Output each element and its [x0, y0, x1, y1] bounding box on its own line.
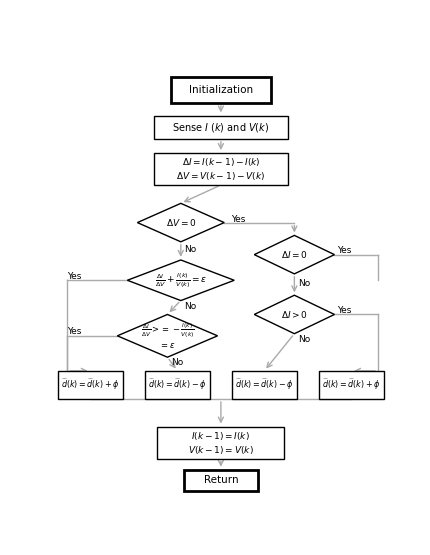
- Text: No: No: [184, 302, 196, 311]
- Text: $\frac{\Delta I}{\Delta V} + \frac{I(k)}{V(k)} = \varepsilon$: $\frac{\Delta I}{\Delta V} + \frac{I(k)}…: [154, 271, 206, 290]
- Text: $\Delta I = I(k-1) - I(k)$
$\Delta V = V(k-1) - V(k)$: $\Delta I = I(k-1) - I(k)$ $\Delta V = V…: [176, 157, 265, 182]
- Text: $\widehat{d}(k) = \widehat{d}(k) + \phi$: $\widehat{d}(k) = \widehat{d}(k) + \phi$: [321, 377, 380, 392]
- Polygon shape: [137, 203, 224, 242]
- FancyBboxPatch shape: [154, 153, 287, 185]
- Text: No: No: [297, 335, 309, 344]
- Text: $\Delta I > 0$: $\Delta I > 0$: [280, 309, 307, 320]
- Text: $\widehat{d}(k) = \widehat{d}(k) + \phi$: $\widehat{d}(k) = \widehat{d}(k) + \phi$: [61, 377, 120, 392]
- Text: Yes: Yes: [336, 306, 351, 315]
- Text: Return: Return: [203, 475, 238, 485]
- Text: Yes: Yes: [230, 215, 245, 224]
- FancyBboxPatch shape: [157, 427, 284, 458]
- FancyBboxPatch shape: [231, 371, 296, 399]
- Text: $\Delta I = 0$: $\Delta I = 0$: [280, 249, 307, 260]
- Text: No: No: [297, 279, 309, 288]
- Text: Initialization: Initialization: [188, 85, 252, 95]
- Polygon shape: [254, 295, 334, 334]
- FancyBboxPatch shape: [170, 77, 270, 103]
- Text: $\Delta V = 0$: $\Delta V = 0$: [165, 217, 196, 228]
- FancyBboxPatch shape: [318, 371, 383, 399]
- Text: $I(k-1) = I(k)$
$V(k-1) = V(k)$: $I(k-1) = I(k)$ $V(k-1) = V(k)$: [187, 430, 253, 456]
- FancyBboxPatch shape: [58, 371, 123, 399]
- Text: $\widehat{d}(k) = \widehat{d}(k) - \phi$: $\widehat{d}(k) = \widehat{d}(k) - \phi$: [148, 377, 206, 392]
- Text: Yes: Yes: [67, 327, 81, 336]
- Polygon shape: [117, 315, 217, 357]
- Text: $\widehat{d}(k) = \widehat{d}(k) - \phi$: $\widehat{d}(k) = \widehat{d}(k) - \phi$: [234, 377, 293, 392]
- FancyBboxPatch shape: [154, 115, 287, 139]
- Text: No: No: [184, 245, 196, 254]
- FancyBboxPatch shape: [144, 371, 209, 399]
- Polygon shape: [127, 260, 234, 301]
- Text: Sense $I$ $(k)$ and $V(k)$: Sense $I$ $(k)$ and $V(k)$: [172, 121, 269, 134]
- Text: $\frac{\Delta I}{\Delta V} >= -\frac{I(k)}{V(k)}$
$= \varepsilon$: $\frac{\Delta I}{\Delta V} >= -\frac{I(k…: [140, 321, 194, 350]
- Text: Yes: Yes: [67, 271, 81, 280]
- Polygon shape: [254, 235, 334, 274]
- Text: No: No: [170, 358, 183, 367]
- FancyBboxPatch shape: [184, 470, 257, 491]
- Text: Yes: Yes: [336, 246, 351, 255]
